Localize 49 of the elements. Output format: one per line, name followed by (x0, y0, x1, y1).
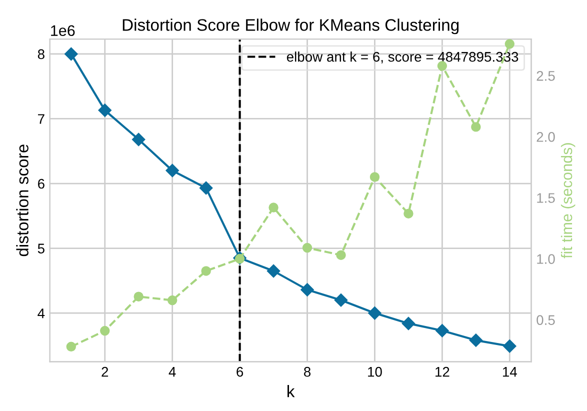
x-tick-label: 6 (236, 366, 244, 377)
text: 1e6 (51, 25, 75, 36)
point (370, 172, 380, 182)
point (134, 292, 144, 302)
point (436, 324, 449, 338)
point (404, 208, 414, 218)
y2-tick-label: 1.0 (537, 254, 555, 264)
point (504, 39, 515, 49)
point (300, 283, 314, 296)
point (368, 306, 382, 320)
point (334, 294, 348, 307)
point (132, 132, 146, 146)
x-tick-label: 2 (102, 366, 108, 377)
x-tick-label: 10 (368, 366, 382, 377)
point (402, 316, 416, 330)
point (166, 164, 179, 178)
point (64, 47, 78, 61)
point (336, 250, 346, 260)
y2-tick-label: 2.5 (536, 71, 555, 81)
point (66, 342, 76, 352)
y2-tick-label: 2.0 (536, 132, 555, 142)
y-tick-label: 6 (38, 178, 44, 189)
point (100, 326, 110, 336)
x-axis-title: k (288, 385, 295, 398)
y-tick-label: 7 (38, 114, 44, 124)
point (266, 264, 280, 278)
point (167, 295, 178, 306)
y2-tick-label: 1.5 (537, 193, 555, 203)
point (268, 202, 278, 212)
point (437, 61, 448, 71)
y2-tick-label: 0.5 (536, 315, 555, 325)
point (98, 104, 112, 117)
point (469, 334, 483, 347)
x-tick-label: 4 (168, 367, 176, 377)
x-tick-label: 14 (502, 367, 517, 377)
chart-title: Distortion Score Elbow for KMeans Clustering (122, 18, 459, 34)
point (471, 122, 481, 132)
ref-line-label: elbow ant k = 6, score = 4847895.333 (286, 52, 518, 64)
y-tick-label: 8 (38, 49, 44, 60)
y-axis-title: distortion score (16, 144, 28, 256)
y-tick-label: 4 (38, 308, 45, 318)
point (302, 242, 312, 253)
y-tick-label: 5 (38, 244, 44, 254)
x-tick-label: 8 (304, 366, 311, 377)
point (503, 340, 516, 353)
point (199, 181, 213, 195)
x-tick-label: 12 (436, 366, 450, 377)
y2-axis-title: fit time (seconds) (560, 143, 576, 258)
point (201, 266, 211, 276)
